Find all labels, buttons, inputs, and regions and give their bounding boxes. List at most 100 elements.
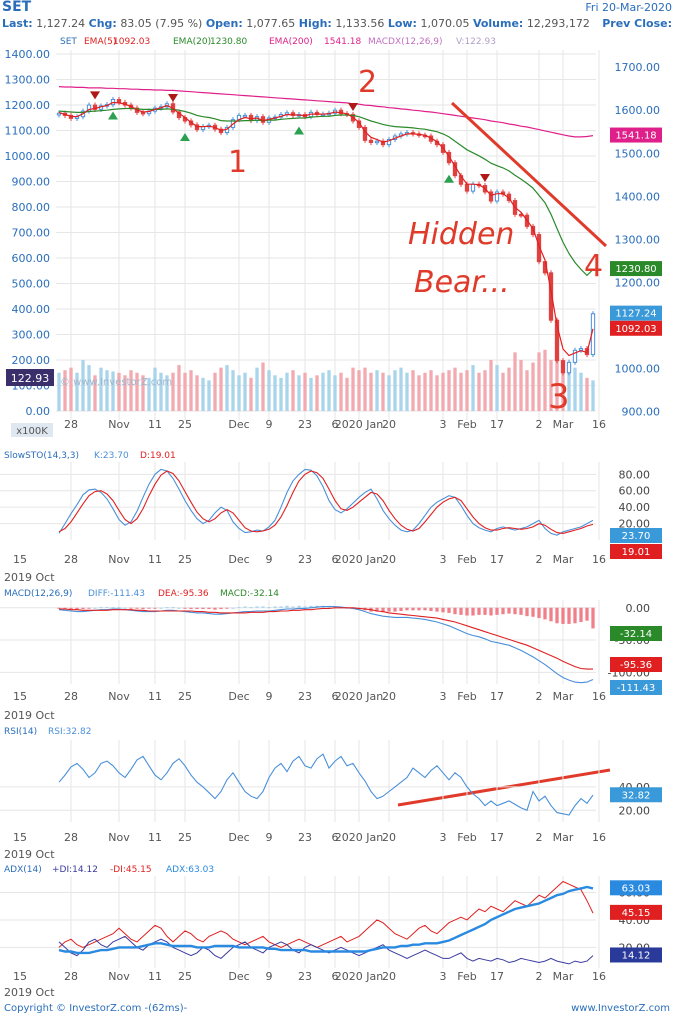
sell-marker: [480, 173, 490, 182]
y-tick-label: 80.00: [619, 468, 651, 481]
annotations: 1 2 3 4 Hidden Bear...: [228, 65, 611, 807]
x-tick-label: 9: [266, 553, 273, 566]
ema200-line: [58, 86, 594, 138]
volume-bar: [375, 370, 379, 411]
candle-body: [92, 104, 98, 110]
left-tick-label: 400.00: [12, 303, 51, 316]
macd-hist-bar: [501, 607, 505, 615]
year-label: 2019 Oct: [4, 709, 55, 722]
x-tick-label: Mar: [553, 690, 574, 703]
volume-bar: [507, 367, 511, 411]
legend-ema200: EMA(200): [269, 37, 313, 47]
ema200-badge-bg: [610, 127, 662, 143]
footer-copyright: Copyright © InvestorZ.com -(62ms)-: [4, 1003, 188, 1014]
right-tick-label: 900.00: [622, 405, 661, 418]
macd-hist-bar: [519, 607, 523, 615]
x-tick-label: 16: [592, 690, 606, 703]
volume-bar: [225, 365, 229, 411]
macd-hist-bar: [201, 607, 205, 610]
volume-bar: [501, 372, 505, 411]
candle-body: [566, 361, 572, 374]
macd-hist-bar: [75, 607, 79, 610]
candle-body: [470, 183, 476, 192]
macd-hist-bar: [405, 607, 409, 611]
x-tick-label: Mar: [553, 553, 574, 566]
right-badges: 1541.18 1230.80 1127.24 1092.03: [610, 127, 662, 336]
x-tick-label: 20: [382, 418, 396, 431]
left-tick-label: 600.00: [12, 252, 51, 265]
left-tick-label: 0.00: [26, 405, 51, 418]
volume-bar: [363, 367, 367, 411]
volume-bar: [117, 372, 121, 411]
volume-bar: [345, 377, 349, 411]
volume-bar: [237, 375, 241, 411]
annotation-hidden: Hidden: [408, 217, 514, 252]
macd-histogram: [57, 605, 595, 629]
adx-mdi-badge-bg: [610, 904, 662, 920]
x-tick-label: Dec: [228, 418, 249, 431]
x-tick-label: 3: [440, 553, 447, 566]
sto-d-badge-bg: [610, 544, 662, 559]
x-tick-label: 2: [536, 690, 543, 703]
macd-hist-bar: [453, 607, 457, 615]
sto-d-label: D:19.01: [140, 451, 176, 461]
y-tick-label: 20.00: [619, 804, 651, 817]
sto-d-line: [58, 470, 594, 534]
macd-hist-bar: [393, 607, 397, 612]
x-tick-label: 2: [536, 418, 543, 431]
macd-title: MACD(12,26,9): [4, 589, 72, 599]
macd-hist-bar: [333, 606, 337, 608]
x-tick-label: 23: [298, 690, 312, 703]
x-tick-label: 16: [592, 418, 606, 431]
macd-hist-bar: [243, 606, 247, 608]
right-axis-ticks: 1700.00 1600.00 1500.00 1400.00 1300.00 1200.…: [615, 61, 661, 418]
volume-bar: [417, 375, 421, 411]
adx-line: [58, 885, 594, 955]
left-tick-label: 900.00: [12, 176, 51, 189]
x-tick-label: 11: [148, 553, 162, 566]
macd-hist-bar: [195, 607, 199, 610]
macd-hist-bar: [291, 606, 295, 608]
signal-markers: [90, 91, 490, 183]
x-tick-label: 6: [332, 690, 339, 703]
macd-hist-bar: [141, 607, 145, 610]
macd-hist-bar: [483, 607, 487, 615]
x-tick-label: 2: [536, 831, 543, 844]
candle-body: [446, 151, 452, 164]
macd-hist-bar: [411, 607, 415, 611]
volume-bar: [195, 375, 199, 411]
x-tick-label: 3: [440, 970, 447, 983]
open-label: Open:: [205, 17, 243, 30]
candle-body: [530, 225, 536, 236]
x-tick-label: 2: [536, 970, 543, 983]
x-tick-label: 15: [13, 970, 27, 983]
legend-symbol: SET: [60, 37, 77, 47]
left-tick-label: 700.00: [12, 227, 51, 240]
sell-marker: [90, 91, 100, 100]
ema20-badge: 1230.80: [615, 264, 656, 275]
macd-hist-bar: [303, 606, 307, 608]
macd-hist-bar: [87, 607, 91, 609]
candle-body: [572, 349, 578, 363]
volume-bar: [303, 372, 307, 411]
x-tick-label: 28: [64, 970, 78, 983]
sto-k-label: K:23.70: [94, 451, 129, 461]
volume-unit: x100K: [16, 426, 48, 437]
volume-bar: [405, 372, 409, 411]
volume-bar: [165, 375, 169, 411]
macd-hist-bar: [495, 607, 499, 615]
volume-bar: [447, 370, 451, 411]
sto-k-badge: 23.70: [622, 531, 651, 542]
volume-bar: [531, 362, 535, 411]
adx-badge-bg: [610, 880, 662, 896]
x-tick-label: 3: [440, 831, 447, 844]
adx-minus-di-line: [58, 880, 594, 948]
candle-body: [560, 360, 566, 374]
volume-label: Volume:: [472, 17, 524, 30]
volume-bars: [57, 349, 595, 411]
x-tick-label: 17: [490, 970, 504, 983]
legend-ema20: EMA(20): [173, 37, 211, 47]
